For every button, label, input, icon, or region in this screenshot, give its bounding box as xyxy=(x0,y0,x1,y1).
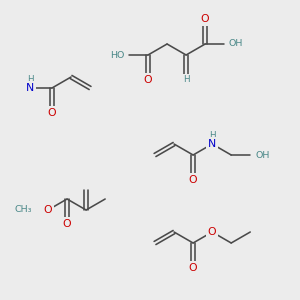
Text: CH₃: CH₃ xyxy=(14,206,32,214)
Text: O: O xyxy=(189,263,197,273)
Text: O: O xyxy=(44,205,52,215)
Text: O: O xyxy=(48,108,56,118)
Text: O: O xyxy=(144,75,152,85)
Text: O: O xyxy=(201,14,209,24)
Text: N: N xyxy=(208,139,216,149)
Text: O: O xyxy=(63,219,71,229)
Text: O: O xyxy=(189,175,197,185)
Text: H: H xyxy=(209,131,215,140)
Text: H: H xyxy=(183,75,189,84)
Text: HO: HO xyxy=(110,50,124,59)
Text: OH: OH xyxy=(256,151,270,160)
Text: O: O xyxy=(208,227,217,237)
Text: OH: OH xyxy=(229,40,243,49)
Text: N: N xyxy=(26,83,34,93)
Text: H: H xyxy=(27,76,33,85)
